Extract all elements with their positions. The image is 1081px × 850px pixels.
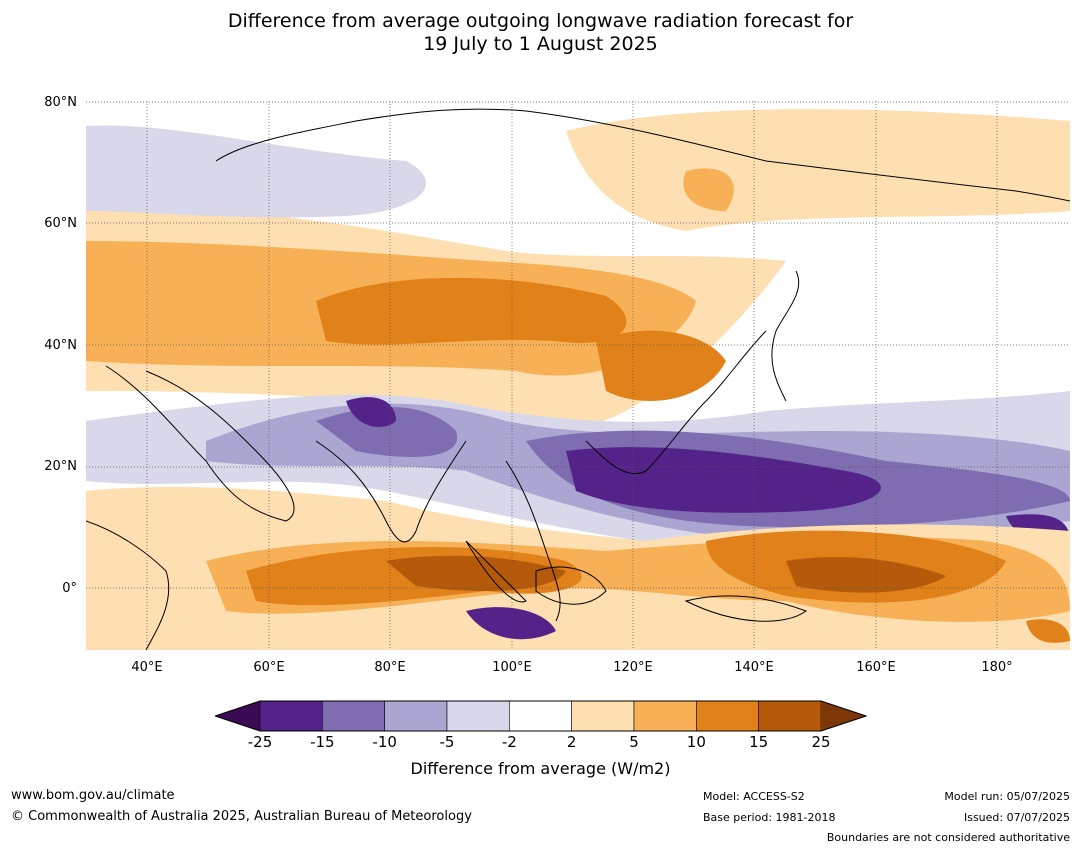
lat-label-20n: 20°N (44, 459, 77, 474)
colorbar-extend-low (215, 701, 260, 731)
colorbar-swatch (571, 700, 635, 732)
colorbar-swatch (384, 700, 448, 732)
coastline-india (315, 440, 467, 543)
coastline-eurasia-north (215, 108, 1070, 202)
anomaly-region (86, 125, 426, 218)
coastline-se-asia (505, 330, 767, 622)
lat-label-60n: 60°N (44, 216, 77, 231)
colorbar-extend-high (821, 701, 866, 731)
footer-issued: Issued: 07/07/2025 (963, 811, 1070, 824)
anomaly-region (1026, 619, 1070, 643)
colorbar-tick-label: 25 (811, 733, 831, 751)
lat-label-80n: 80°N (44, 95, 77, 110)
coastline-sumatra (465, 540, 527, 603)
title-line-2: 19 July to 1 August 2025 (423, 33, 658, 55)
colorbar-swatch (758, 700, 822, 732)
colorbar-tick-label: 10 (686, 733, 706, 751)
colorbar-tick-label: 2 (566, 733, 577, 751)
colorbar-tick-label: 15 (749, 733, 769, 751)
lon-label-160e: 160°E (856, 660, 896, 675)
lon-label-40e: 40°E (131, 660, 163, 675)
coastline-borneo (535, 566, 607, 605)
colorbar-tick-label: -2 (501, 733, 517, 751)
anomaly-region (566, 447, 881, 513)
lon-label-180: 180° (981, 660, 1013, 675)
colorbar-outline (215, 700, 867, 732)
map-title: Difference from average outgoing longwav… (0, 10, 1081, 56)
colorbar-swatch (446, 700, 510, 732)
colorbar-tick-label: 5 (629, 733, 639, 751)
colorbar-swatch (696, 700, 759, 732)
footer-model-run: Model run: 05/07/2025 (944, 790, 1070, 803)
colorbar-tick-label: -10 (372, 733, 397, 751)
coastlines (86, 108, 1070, 650)
coastline-new-guinea (684, 595, 808, 622)
coastline-arabia (105, 365, 295, 522)
footer-boundaries-note: Boundaries are not considered authoritat… (826, 831, 1070, 844)
anomaly-region (566, 109, 1070, 231)
colorbar-tick-label: -15 (310, 733, 335, 751)
colorbar-tick-label: -25 (247, 733, 273, 751)
colorbar-swatch (633, 700, 697, 732)
anomaly-region (596, 330, 726, 401)
anomaly-region (316, 407, 458, 457)
lat-label-0: 0° (62, 581, 77, 596)
footer-base-period: Base period: 1981-2018 (703, 811, 836, 824)
coastline-africa (86, 520, 170, 650)
colorbar-swatch (322, 700, 385, 732)
colorbar-label: Difference from average (W/m2) (410, 759, 671, 778)
footer-copyright: © Commonwealth of Australia 2025, Austra… (11, 809, 472, 824)
olr-anomaly-map (86, 101, 1070, 650)
anomaly-region (316, 277, 627, 345)
lon-label-80e: 80°E (374, 660, 406, 675)
anomaly-region (466, 607, 556, 640)
anomaly-region (386, 555, 566, 591)
anomaly-region (683, 168, 734, 211)
graticule (86, 101, 1070, 650)
anomaly-region (786, 556, 946, 593)
lon-label-100e: 100°E (492, 660, 532, 675)
coastline-japan (771, 270, 800, 402)
colorbar-tick-label: -5 (439, 733, 455, 751)
footer-url: www.bom.gov.au/climate (11, 788, 175, 803)
title-line-1: Difference from average outgoing longwav… (227, 10, 854, 32)
colorbar-swatch (509, 700, 572, 732)
footer-model: Model: ACCESS-S2 (703, 790, 805, 803)
lon-label-60e: 60°E (253, 660, 285, 675)
anomaly-fill-layer (86, 109, 1070, 650)
lat-label-40n: 40°N (44, 338, 77, 353)
map-canvas (86, 101, 1070, 650)
colorbar (215, 700, 867, 732)
colorbar-swatches (215, 700, 866, 732)
lon-label-140e: 140°E (734, 660, 774, 675)
anomaly-region (346, 397, 396, 427)
lon-label-120e: 120°E (613, 660, 653, 675)
colorbar-swatch (259, 700, 323, 732)
